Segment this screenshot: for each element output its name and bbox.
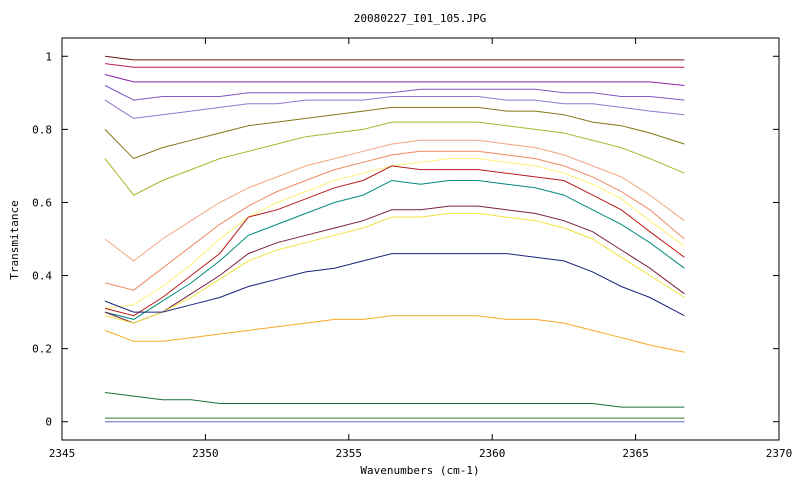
series-line-3 xyxy=(104,74,685,86)
x-tick-label: 2345 xyxy=(49,447,76,460)
series-line-8 xyxy=(104,139,685,262)
x-tick-label: 2350 xyxy=(192,447,219,460)
y-tick-label: 0.2 xyxy=(32,343,52,356)
series-line-4 xyxy=(104,85,685,101)
plot-frame xyxy=(61,37,780,441)
x-tick-label: 2370 xyxy=(766,447,793,460)
series-line-13 xyxy=(104,205,685,324)
series-line-14 xyxy=(104,212,685,324)
series-line-9 xyxy=(104,150,685,291)
chart-title: 20080227_I01_105.JPG xyxy=(354,12,486,25)
series-line-5 xyxy=(104,96,685,119)
x-tick-label: 2360 xyxy=(479,447,506,460)
x-tick-label: 2355 xyxy=(336,447,363,460)
series-line-17 xyxy=(104,392,685,408)
y-tick-label: 0 xyxy=(45,416,52,429)
series-line-16 xyxy=(104,315,685,353)
x-axis: 2345 2350 2355 2360 2365 2370 xyxy=(49,38,793,460)
series-line-11 xyxy=(104,165,685,317)
y-axis-label: Transmitance xyxy=(8,200,21,279)
series-line-12 xyxy=(104,179,685,320)
y-tick-label: 1 xyxy=(45,50,52,63)
series-line-1 xyxy=(104,55,685,61)
series-line-2 xyxy=(104,63,685,68)
y-tick-label: 0.6 xyxy=(32,196,52,209)
x-axis-label: Wavenumbers (cm-1) xyxy=(360,464,479,477)
series-line-6 xyxy=(104,106,685,160)
y-tick-label: 0.4 xyxy=(32,270,52,283)
series-layer xyxy=(104,55,685,423)
series-line-15 xyxy=(104,253,685,317)
x-tick-label: 2365 xyxy=(622,447,649,460)
y-axis: 0 0.2 0.4 0.6 0.8 1 xyxy=(32,50,779,429)
y-tick-label: 0.8 xyxy=(32,123,52,136)
series-line-7 xyxy=(104,121,685,196)
